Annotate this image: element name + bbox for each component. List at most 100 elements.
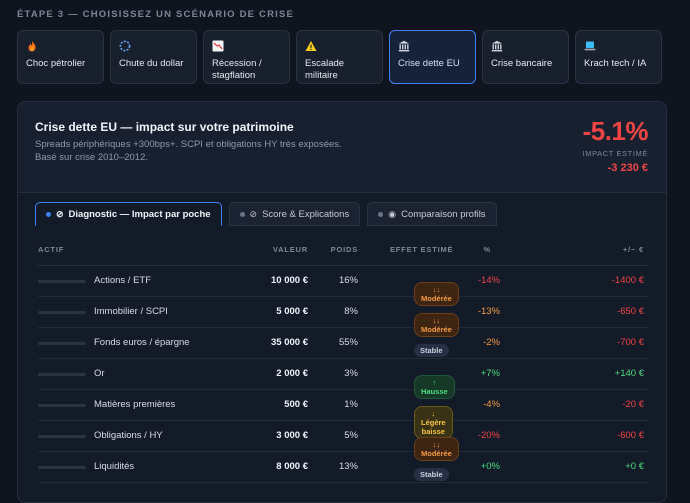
- header-value: VALEUR: [272, 245, 308, 254]
- effect-badge: ↑ Hausse: [414, 375, 455, 399]
- scenario-label: Crise bancaire: [491, 58, 553, 69]
- asset-eur: +0 €: [625, 461, 644, 472]
- tab-diagnostic[interactable]: ⊘ Diagnostic — Impact par poche: [35, 202, 222, 226]
- target-icon: ⊘: [249, 208, 258, 219]
- effect-badge: ↓↓ Modérée: [414, 437, 459, 461]
- asset-bar: [38, 342, 86, 345]
- warning-icon: [305, 40, 317, 52]
- asset-weight: 5%: [344, 430, 358, 441]
- dot-icon: [239, 211, 245, 217]
- effect-badge: ↓↓ Modérée: [414, 313, 459, 337]
- scenario-label: Escalade militaire: [305, 58, 345, 81]
- asset-name: Immobilier / SCPI: [94, 306, 168, 317]
- asset-value: 5 000 €: [276, 306, 308, 317]
- asset-name: Obligations / HY: [94, 430, 163, 441]
- asset-weight: 1%: [344, 399, 358, 410]
- asset-weight: 13%: [338, 461, 358, 472]
- asset-eur: +140 €: [614, 368, 644, 379]
- header-effect: EFFET ESTIMÉ: [390, 245, 454, 254]
- asset-pct: -14%: [477, 275, 500, 286]
- table-row: Immobilier / SCPI 5 000 € 8% ↓↓ Modérée -13%…: [38, 296, 648, 337]
- bank-icon: [398, 40, 410, 52]
- asset-bar: [38, 280, 86, 283]
- asset-bar: [38, 435, 86, 438]
- table-header: ACTIF VALEUR POIDS EFFET ESTIMÉ % +/− €: [38, 239, 648, 266]
- effect-badge: ↓ Légère baisse: [414, 406, 453, 439]
- asset-name: Fonds euros / épargne: [94, 337, 190, 348]
- impact-header: Crise dette EU — impact sur votre patrim…: [18, 102, 666, 193]
- scenario-label: Récession / stagflation: [212, 58, 262, 81]
- tab-label: Comparaison profils: [401, 208, 486, 220]
- asset-weight: 55%: [338, 337, 358, 348]
- flame-icon: [26, 40, 38, 52]
- scenario-card-recession[interactable]: Récession / stagflation: [203, 30, 290, 84]
- dot-icon: [46, 211, 51, 217]
- asset-bar: [38, 311, 86, 314]
- asset-bar: [38, 466, 86, 469]
- tab-label: Score & Explications: [262, 208, 350, 220]
- table-row: Actions / ETF 10 000 € 16% ↓↓ Modérée -14% -1…: [38, 265, 648, 306]
- asset-name: Liquidités: [94, 461, 135, 472]
- impact-panel: Crise dette EU — impact sur votre patrim…: [17, 101, 667, 503]
- effect-badge: ↓↓ Modérée: [414, 282, 459, 306]
- laptop-icon: [584, 40, 596, 52]
- chart-down-icon: [212, 40, 224, 52]
- step-title: ÉTAPE 3 — CHOISISSEZ UN SCÉNARIO DE CRIS…: [17, 9, 295, 20]
- header-pct: %: [483, 245, 491, 254]
- table-row: Liquidités 8 000 € 13% Stable +0% +0 €: [38, 451, 648, 483]
- table-row: Obligations / HY 3 000 € 5% ↓↓ Modérée -20% -…: [38, 420, 648, 461]
- asset-name: Or: [94, 368, 105, 379]
- scenario-label: Chute du dollar: [119, 58, 184, 69]
- asset-bar: [38, 404, 86, 407]
- table-row: Fonds euros / épargne 35 000 € 55% Stable -2…: [38, 327, 648, 359]
- scenario-label: Krach tech / IA: [584, 58, 647, 69]
- dollar-cycle-icon: [119, 40, 131, 52]
- tab-comparison[interactable]: ◉ Comparaison profils: [367, 202, 497, 226]
- impact-percent-label: IMPACT ESTIMÉ: [582, 149, 648, 158]
- scenario-card-banking[interactable]: Crise bancaire: [482, 30, 569, 84]
- effect-badge: Stable: [414, 344, 449, 357]
- header-weight: POIDS: [330, 245, 358, 254]
- tab-bar: ⊘ Diagnostic — Impact par poche ⊘ Score …: [35, 202, 497, 226]
- asset-eur: -20 €: [622, 399, 644, 410]
- asset-pct: -20%: [477, 430, 500, 441]
- bank-icon: [491, 40, 503, 52]
- asset-name: Matières premières: [94, 399, 176, 410]
- scenario-label: Choc pétrolier: [26, 58, 86, 69]
- asset-pct: +7%: [480, 368, 500, 379]
- header-asset: ACTIF: [38, 245, 65, 254]
- asset-value: 8 000 €: [276, 461, 308, 472]
- asset-pct: -13%: [477, 306, 500, 317]
- asset-value: 3 000 €: [276, 430, 308, 441]
- asset-weight: 3%: [344, 368, 358, 379]
- asset-value: 35 000 €: [271, 337, 308, 348]
- table-row: Matières premières 500 € 1% ↓ Légère baisse…: [38, 389, 648, 439]
- scenario-card-eu-debt[interactable]: Crise dette EU: [389, 30, 476, 84]
- impact-percent: -5.1%: [582, 116, 649, 146]
- effect-badge: Stable: [414, 468, 449, 481]
- asset-value: 500 €: [284, 399, 308, 410]
- scenario-card-oil[interactable]: Choc pétrolier: [17, 30, 104, 84]
- tab-score[interactable]: ⊘ Score & Explications: [228, 202, 361, 226]
- scenario-card-tech[interactable]: Krach tech / IA: [575, 30, 662, 84]
- asset-weight: 8%: [344, 306, 358, 317]
- header-eur: +/− €: [622, 245, 644, 254]
- asset-name: Actions / ETF: [94, 275, 152, 286]
- scenario-card-dollar[interactable]: Chute du dollar: [110, 30, 197, 84]
- impact-title: Crise dette EU — impact sur votre patrim…: [35, 120, 294, 134]
- tab-label: Diagnostic — Impact par poche: [68, 208, 211, 220]
- asset-eur: -1400 €: [611, 275, 644, 286]
- table-row: Or 2 000 € 3% ↑ Hausse +7% +140 €: [38, 358, 648, 399]
- target-icon: ⊘: [56, 208, 64, 219]
- asset-eur: -700 €: [617, 337, 644, 348]
- asset-bar: [38, 373, 86, 376]
- asset-eur: -600 €: [617, 430, 644, 441]
- asset-value: 10 000 €: [271, 275, 308, 286]
- asset-pct: -4%: [483, 399, 500, 410]
- asset-pct: -2%: [483, 337, 500, 348]
- scenario-card-military[interactable]: Escalade militaire: [296, 30, 383, 84]
- asset-pct: +0%: [480, 461, 500, 472]
- impact-amount: -3 230 €: [607, 162, 648, 174]
- impact-subtitle: Spreads périphériques +300bps+. SCPI et …: [35, 139, 342, 163]
- asset-weight: 16%: [338, 275, 358, 286]
